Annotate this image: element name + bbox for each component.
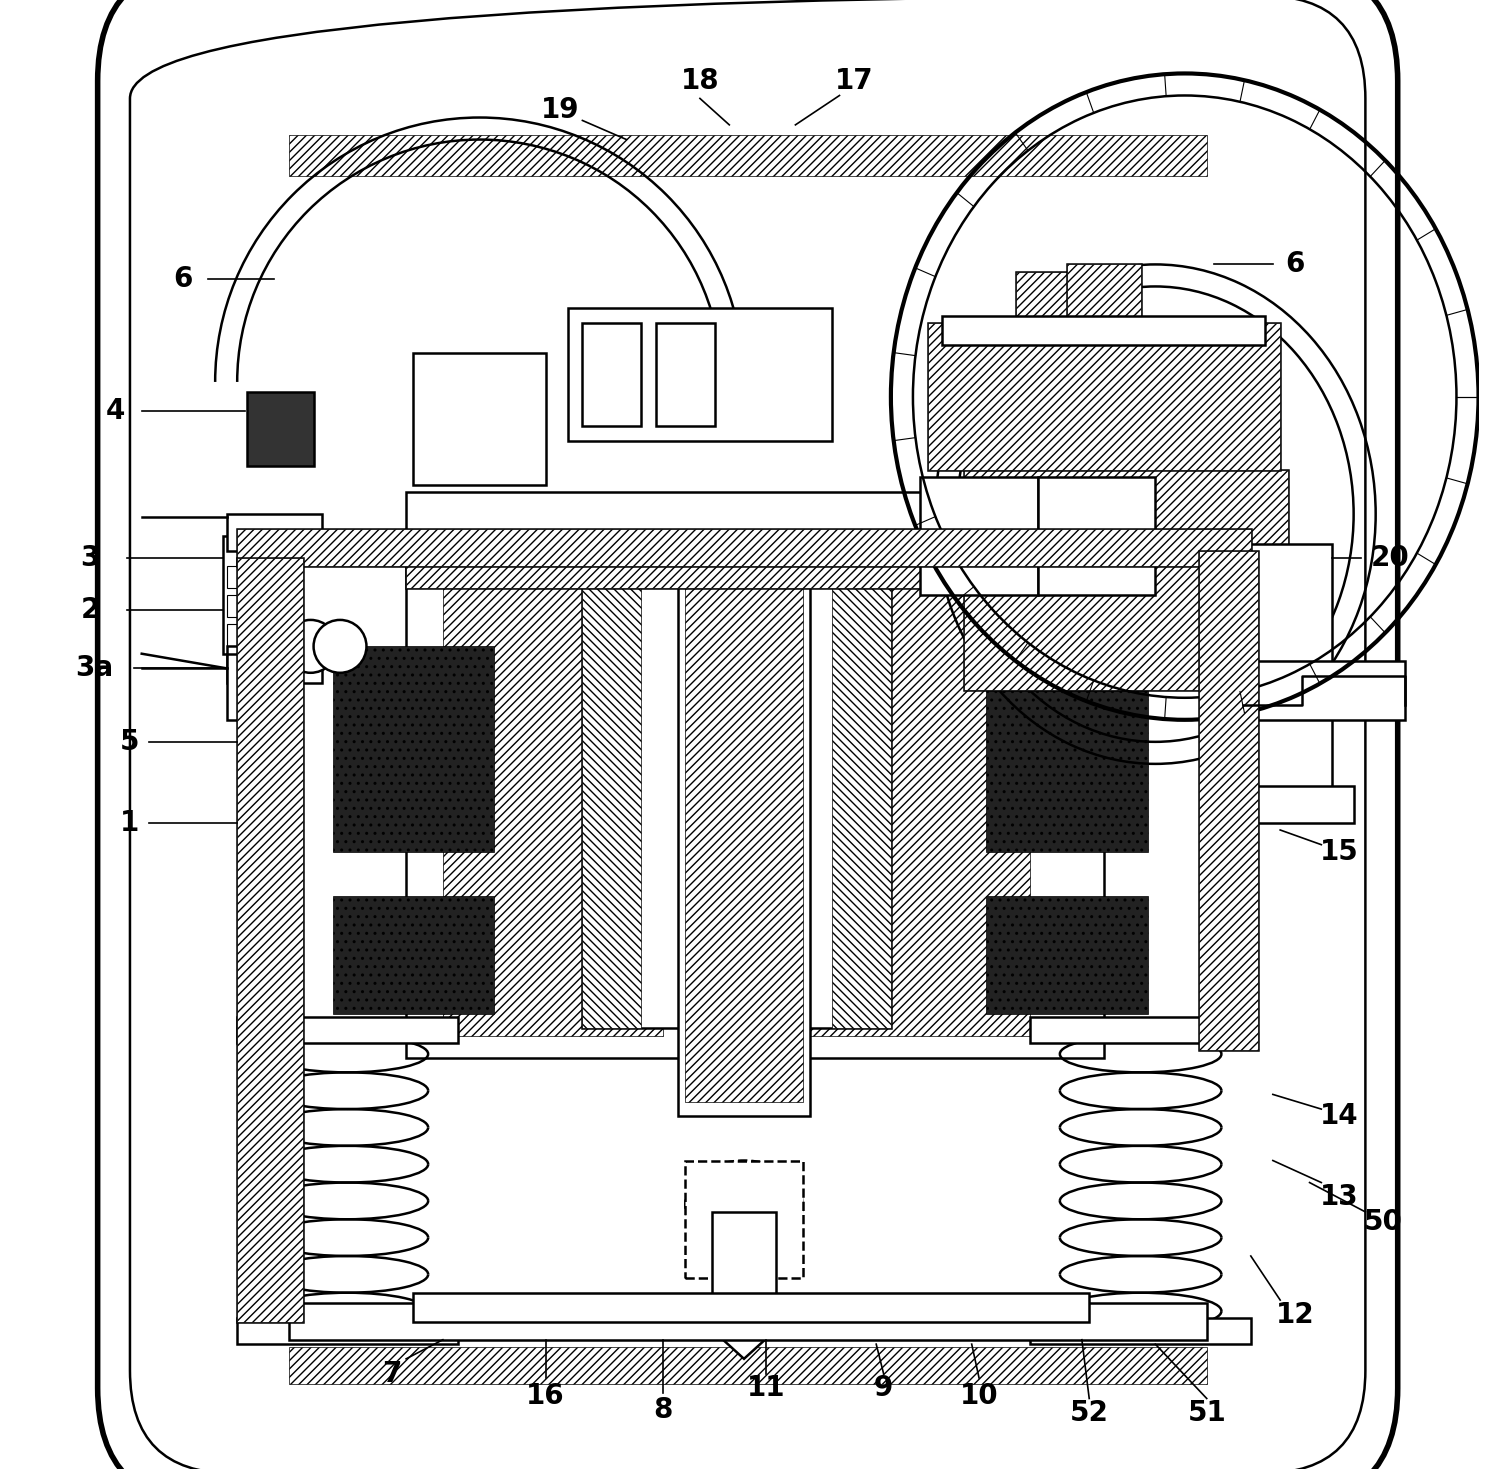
Text: 18: 18	[680, 66, 719, 95]
Bar	[1016, 272, 1089, 397]
Bar	[333, 646, 494, 852]
Bar	[686, 544, 802, 1102]
Text: 1: 1	[121, 808, 140, 837]
Bar	[226, 624, 244, 646]
Bar	[406, 529, 1104, 588]
Ellipse shape	[686, 1161, 802, 1249]
Bar	[226, 595, 244, 617]
Bar	[1031, 1318, 1251, 1344]
Bar	[582, 558, 641, 1028]
Polygon shape	[711, 1329, 777, 1359]
Bar	[414, 353, 546, 485]
Bar	[582, 558, 891, 1028]
Bar	[237, 558, 304, 1322]
Bar	[1244, 544, 1332, 808]
Bar	[406, 529, 1104, 588]
Bar	[443, 580, 664, 1036]
Bar	[237, 1017, 457, 1043]
Bar	[656, 323, 714, 426]
Text: 12: 12	[1275, 1300, 1314, 1329]
Text: 16: 16	[527, 1381, 565, 1410]
Bar	[237, 558, 304, 1322]
Bar	[237, 529, 1251, 566]
Bar	[1067, 264, 1141, 323]
Text: 6: 6	[173, 264, 192, 294]
Bar	[289, 135, 1207, 176]
Bar	[1037, 477, 1155, 595]
Bar	[568, 308, 832, 441]
Bar	[582, 323, 641, 426]
Bar	[226, 646, 323, 683]
Bar	[333, 896, 494, 1014]
Text: 15: 15	[1320, 837, 1359, 867]
Text: 51: 51	[1187, 1398, 1226, 1428]
Text: 20: 20	[1370, 544, 1409, 573]
Bar	[817, 588, 1024, 1028]
FancyBboxPatch shape	[98, 0, 1397, 1469]
Text: 5: 5	[121, 727, 140, 757]
Text: 50: 50	[1363, 1208, 1403, 1237]
Bar	[226, 566, 244, 588]
Bar	[1244, 786, 1354, 823]
Text: 52: 52	[1070, 1398, 1109, 1428]
Bar	[711, 1212, 777, 1329]
Text: 17: 17	[835, 66, 873, 95]
Text: 14: 14	[1320, 1102, 1359, 1131]
Bar	[289, 1303, 1207, 1340]
Bar	[1067, 264, 1141, 323]
Bar	[927, 323, 1280, 470]
Bar	[406, 492, 1104, 536]
Circle shape	[314, 620, 366, 673]
Text: 8: 8	[653, 1396, 673, 1425]
Bar	[289, 1347, 1207, 1384]
Bar	[226, 514, 323, 551]
Text: 3a: 3a	[76, 654, 113, 683]
Bar	[942, 316, 1265, 345]
Polygon shape	[686, 1161, 802, 1278]
Text: 6: 6	[1286, 250, 1305, 279]
Bar	[226, 654, 248, 720]
Bar	[920, 477, 1037, 595]
Bar	[987, 646, 1147, 852]
Text: 4: 4	[106, 397, 125, 426]
Bar	[679, 529, 809, 1116]
Bar	[1199, 551, 1259, 1050]
Bar	[809, 580, 1031, 1036]
Text: 10: 10	[960, 1381, 998, 1410]
Bar	[451, 588, 656, 1028]
Circle shape	[284, 620, 338, 673]
Bar	[964, 470, 1287, 690]
Text: 7: 7	[382, 1359, 402, 1388]
Text: 2: 2	[80, 595, 100, 624]
Bar	[223, 536, 289, 654]
Bar	[1031, 1017, 1251, 1043]
Text: 3: 3	[80, 544, 100, 573]
Text: 11: 11	[747, 1374, 786, 1403]
Bar	[414, 1293, 1089, 1322]
Bar	[237, 1318, 457, 1344]
Bar	[1199, 551, 1259, 1050]
Bar	[247, 392, 314, 466]
Bar	[927, 323, 1280, 470]
Bar	[964, 470, 1287, 690]
Bar	[832, 558, 891, 1028]
Text: 13: 13	[1320, 1183, 1359, 1212]
Bar	[406, 544, 1104, 1058]
Text: 19: 19	[542, 95, 580, 125]
Text: 9: 9	[873, 1374, 893, 1403]
Bar	[1244, 661, 1405, 720]
Bar	[1016, 272, 1089, 397]
Bar	[237, 529, 1251, 566]
Bar	[987, 896, 1147, 1014]
